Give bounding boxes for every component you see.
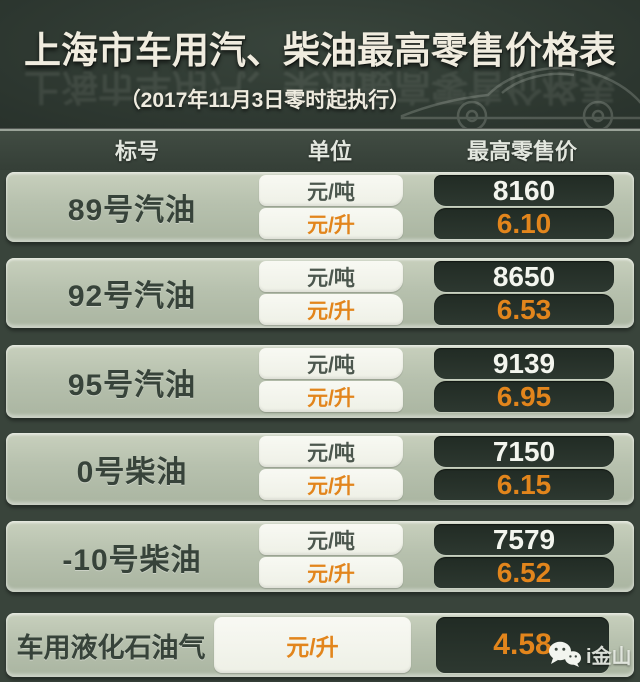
unit-per-liter: 元/升 (259, 208, 403, 239)
table-row-lpg: 车用液化石油气 元/升 4.58 (6, 613, 634, 677)
price-per-liter: 6.53 (434, 294, 614, 325)
effective-date-subtitle: （2017年11月3日零时起执行） (119, 89, 411, 112)
price-per-ton: 9139 (434, 348, 614, 379)
watermark: i金山 (548, 639, 632, 669)
unit-per-ton: 元/吨 (259, 524, 403, 555)
table-row-92-gasoline: 92号汽油 元/吨 元/升 8650 6.53 (6, 258, 634, 328)
price-per-ton: 8650 (434, 261, 614, 292)
price-per-liter: 6.52 (434, 557, 614, 588)
fuel-grade-label: 车用液化石油气 (16, 632, 206, 663)
column-header-unit: 单位 (307, 139, 352, 164)
unit-per-ton: 元/吨 (259, 175, 403, 206)
fuel-grade-label: 95号汽油 (67, 368, 197, 402)
fuel-grade-label: 0号柴油 (76, 456, 188, 489)
header-divider-line (0, 128, 640, 132)
table-row-minus10-diesel: -10号柴油 元/吨 元/升 7579 6.52 (6, 521, 634, 592)
column-header-max-price: 最高零售价 (466, 139, 577, 164)
column-header-row: 标号 单位 最高零售价 (0, 131, 640, 170)
unit-per-ton: 元/吨 (259, 261, 403, 292)
fuel-grade-label: 92号汽油 (67, 280, 197, 313)
table-row-89-gasoline: 89号汽油 元/吨 元/升 8160 6.10 (6, 172, 634, 242)
unit-per-liter: 元/升 (214, 617, 411, 673)
unit-per-ton: 元/吨 (259, 436, 403, 467)
price-per-ton: 7579 (434, 524, 614, 555)
unit-per-liter: 元/升 (259, 557, 403, 588)
page-title: 上海市车用汽、柴油最高零售价格表 (24, 30, 616, 71)
header: 上海市车用汽、柴油最高零售价格表 上海市车用汽、柴油最高零售价格表 （2017年… (0, 0, 640, 132)
price-per-liter: 6.10 (434, 208, 614, 239)
fuel-grade-label: 89号汽油 (67, 194, 197, 227)
price-per-ton: 7150 (434, 436, 614, 467)
table-row-95-gasoline: 95号汽油 元/吨 元/升 9139 6.95 (6, 345, 634, 418)
unit-per-ton: 元/吨 (259, 348, 403, 379)
table-row-0-diesel: 0号柴油 元/吨 元/升 7150 6.15 (6, 433, 634, 505)
unit-per-liter: 元/升 (259, 381, 403, 412)
fuel-grade-label: -10号柴油 (62, 543, 202, 577)
unit-per-liter: 元/升 (259, 294, 403, 325)
price-per-liter: 6.95 (434, 381, 614, 412)
wechat-icon (549, 641, 581, 667)
column-header-grade: 标号 (114, 139, 159, 164)
price-per-liter: 6.15 (434, 469, 614, 500)
unit-per-liter: 元/升 (259, 469, 403, 500)
price-per-ton: 8160 (434, 175, 614, 206)
price-per-liter: 4.58 (436, 617, 609, 673)
watermark-text: i金山 (586, 645, 632, 668)
car-silhouette-icon (400, 66, 640, 132)
